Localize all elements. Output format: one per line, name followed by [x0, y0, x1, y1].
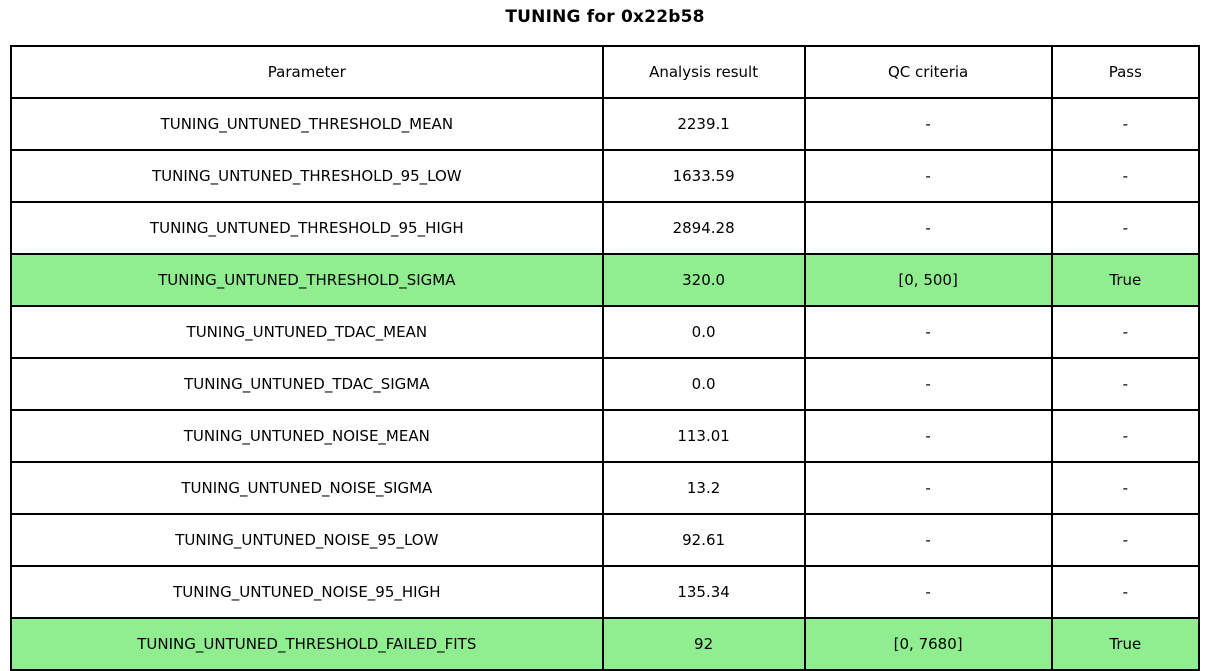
cell-result: 92.61	[601, 513, 806, 567]
cell-qc: -	[803, 565, 1053, 619]
cell-parameter: TUNING_UNTUNED_TDAC_MEAN	[10, 305, 604, 359]
cell-result: 0.0	[601, 357, 806, 411]
cell-parameter: TUNING_UNTUNED_NOISE_95_LOW	[10, 513, 604, 567]
cell-parameter: TUNING_UNTUNED_THRESHOLD_SIGMA	[10, 253, 604, 307]
table-row: TUNING_UNTUNED_THRESHOLD_95_LOW 1633.59- -	[10, 149, 1201, 203]
table-row: TUNING_UNTUNED_TDAC_MEAN 0.0- -	[10, 305, 1201, 359]
cell-qc: -	[803, 149, 1053, 203]
cell-result: 92	[601, 617, 806, 671]
cell-pass: -	[1050, 461, 1201, 515]
cell-result: 2239.1	[601, 97, 806, 151]
table-header-row: Parameter Analysis result QC criteria Pa…	[10, 45, 1201, 99]
cell-result: 0.0	[601, 305, 806, 359]
table-row: TUNING_UNTUNED_NOISE_95_LOW 92.61- -	[10, 513, 1201, 567]
cell-result: 320.0	[601, 253, 806, 307]
cell-pass: -	[1050, 149, 1201, 203]
table-row: TUNING_UNTUNED_NOISE_95_HIGH 135.34- -	[10, 565, 1201, 619]
cell-parameter: TUNING_UNTUNED_NOISE_MEAN	[10, 409, 604, 463]
table-row: TUNING_UNTUNED_THRESHOLD_MEAN 2239.1- -	[10, 97, 1201, 151]
cell-pass: -	[1050, 201, 1201, 255]
cell-pass: -	[1050, 97, 1201, 151]
cell-result: 135.34	[601, 565, 806, 619]
column-header-parameter: Parameter	[10, 45, 604, 99]
cell-pass: True	[1050, 253, 1201, 307]
cell-pass: -	[1050, 305, 1201, 359]
table-row: TUNING_UNTUNED_THRESHOLD_FAILED_FITS 92 [0…	[10, 617, 1201, 671]
table-row: TUNING_UNTUNED_THRESHOLD_95_HIGH 2894.28-…	[10, 201, 1201, 255]
cell-qc: [0, 7680]	[803, 617, 1053, 671]
cell-qc: -	[803, 409, 1053, 463]
table-row: TUNING_UNTUNED_THRESHOLD_SIGMA 320.0 [0, 5…	[10, 253, 1201, 307]
table-row: TUNING_UNTUNED_TDAC_SIGMA 0.0- -	[10, 357, 1201, 411]
cell-result: 113.01	[601, 409, 806, 463]
cell-parameter: TUNING_UNTUNED_THRESHOLD_95_LOW	[10, 149, 604, 203]
cell-parameter: TUNING_UNTUNED_NOISE_SIGMA	[10, 461, 604, 515]
column-header-qc-criteria: QC criteria	[803, 45, 1053, 99]
qc-results-table: Parameter Analysis result QC criteria Pa…	[10, 45, 1201, 671]
cell-pass: True	[1050, 617, 1201, 671]
cell-qc: -	[803, 305, 1053, 359]
cell-pass: -	[1050, 357, 1201, 411]
table-body: TUNING_UNTUNED_THRESHOLD_MEAN 2239.1- - TUN…	[10, 97, 1201, 671]
cell-parameter: TUNING_UNTUNED_NOISE_95_HIGH	[10, 565, 604, 619]
cell-qc: -	[803, 513, 1053, 567]
cell-parameter: TUNING_UNTUNED_TDAC_SIGMA	[10, 357, 604, 411]
cell-qc: -	[803, 461, 1053, 515]
column-header-analysis-result: Analysis result	[601, 45, 806, 99]
cell-pass: -	[1050, 565, 1201, 619]
page-title: TUNING for 0x22b58	[505, 7, 705, 27]
cell-result: 13.2	[601, 461, 806, 515]
cell-parameter: TUNING_UNTUNED_THRESHOLD_MEAN	[10, 97, 604, 151]
cell-qc: [0, 500]	[803, 253, 1053, 307]
cell-pass: -	[1050, 513, 1201, 567]
table-row: TUNING_UNTUNED_NOISE_SIGMA 13.2- -	[10, 461, 1201, 515]
cell-parameter: TUNING_UNTUNED_THRESHOLD_95_HIGH	[10, 201, 604, 255]
cell-result: 2894.28	[601, 201, 806, 255]
cell-result: 1633.59	[601, 149, 806, 203]
cell-qc: -	[803, 97, 1053, 151]
cell-parameter: TUNING_UNTUNED_THRESHOLD_FAILED_FITS	[10, 617, 604, 671]
table-row: TUNING_UNTUNED_NOISE_MEAN 113.01- -	[10, 409, 1201, 463]
column-header-pass: Pass	[1050, 45, 1201, 99]
cell-qc: -	[803, 357, 1053, 411]
cell-pass: -	[1050, 409, 1201, 463]
cell-qc: -	[803, 201, 1053, 255]
